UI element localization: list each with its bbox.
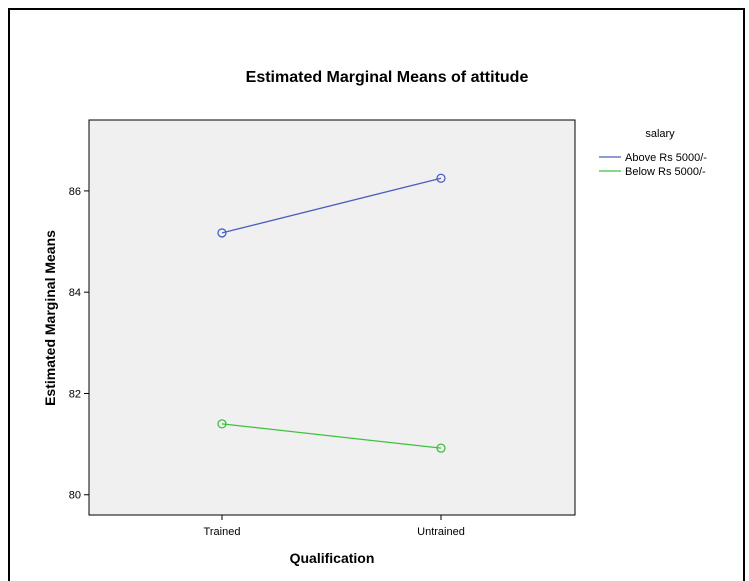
legend-entry-label: Below Rs 5000/- <box>625 166 706 178</box>
y-axis-label: Estimated Marginal Means <box>42 230 58 406</box>
legend: salary Above Rs 5000/- Below Rs 5000/- <box>599 128 707 178</box>
y-tick-label: 80 <box>69 490 81 502</box>
plot-area <box>88 119 576 516</box>
chart-title: Estimated Marginal Means of attitude <box>246 69 529 86</box>
series-line <box>221 177 442 234</box>
data-point <box>217 419 227 429</box>
series-line <box>221 423 442 449</box>
x-axis-label: Qualification <box>290 550 375 566</box>
y-tick-label: 84 <box>69 287 81 299</box>
y-axis: 80 82 84 86 <box>69 186 89 502</box>
legend-entry-label: Above Rs 5000/- <box>625 152 707 164</box>
data-point <box>436 443 446 453</box>
data-point <box>217 228 227 238</box>
x-tick-label: Trained <box>204 526 241 538</box>
y-tick-label: 82 <box>69 388 81 400</box>
data-point <box>436 173 446 183</box>
x-tick-label: Untrained <box>417 526 465 538</box>
y-tick-label: 86 <box>69 186 81 198</box>
x-axis: Trained Untrained <box>204 515 465 538</box>
legend-title: salary <box>645 128 675 140</box>
series-layer <box>217 173 446 453</box>
